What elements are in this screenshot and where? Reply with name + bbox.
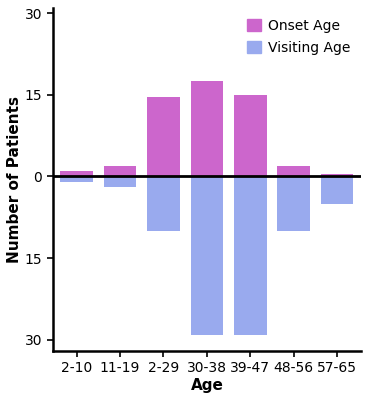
Bar — [147, 98, 180, 176]
Bar — [277, 166, 310, 176]
Bar — [234, 95, 266, 176]
Bar — [321, 176, 353, 204]
Bar — [60, 171, 93, 176]
Bar — [277, 176, 310, 231]
X-axis label: Age: Age — [191, 378, 223, 393]
Bar — [104, 176, 137, 187]
Bar — [60, 176, 93, 182]
Bar — [147, 176, 180, 231]
Bar — [191, 81, 223, 176]
Bar — [234, 176, 266, 334]
Bar — [104, 166, 137, 176]
Legend: Onset Age, Visiting Age: Onset Age, Visiting Age — [243, 14, 354, 59]
Bar — [321, 174, 353, 176]
Y-axis label: Number of Patients: Number of Patients — [7, 96, 22, 263]
Bar — [191, 176, 223, 334]
